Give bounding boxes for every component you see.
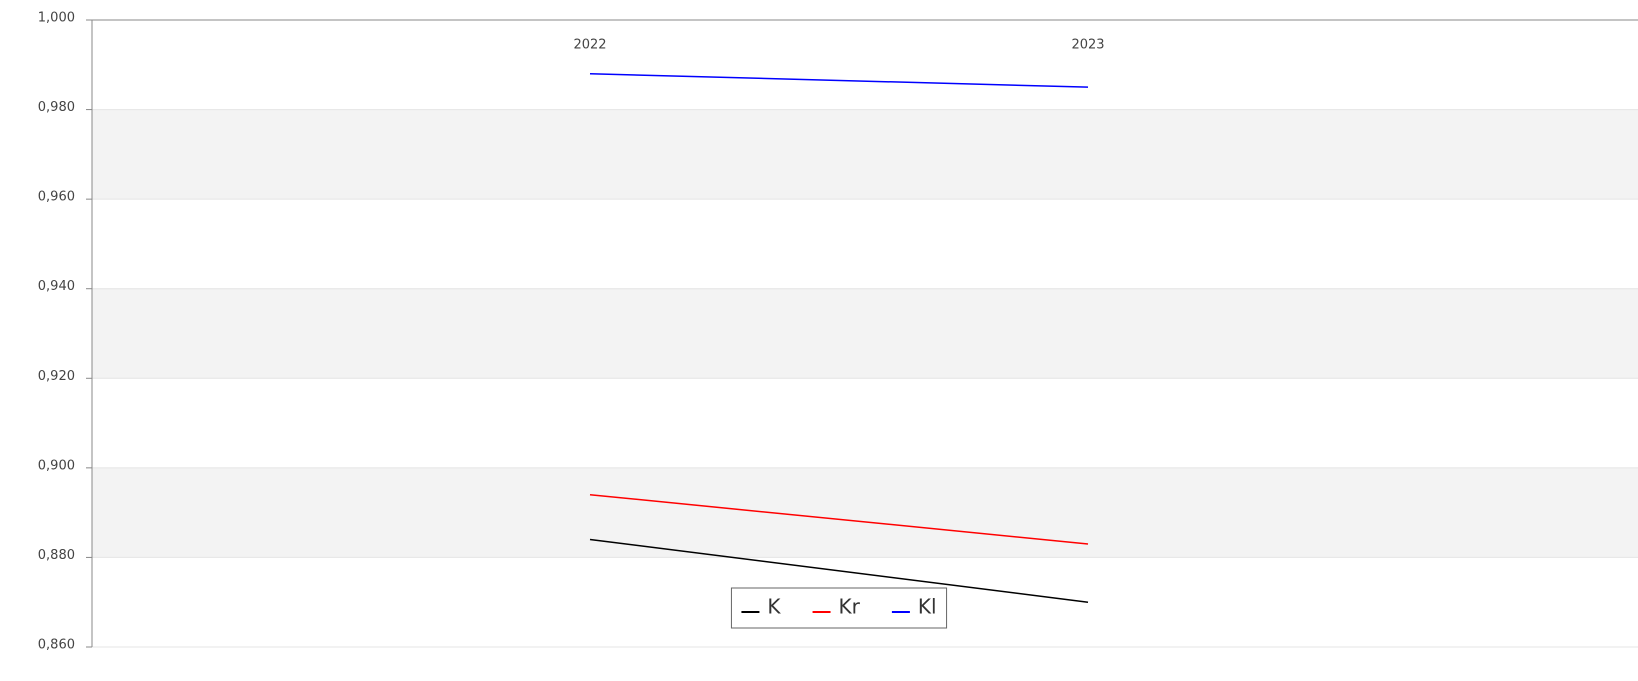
y-tick-label: 1,000	[38, 11, 75, 26]
series-line	[589, 493, 1089, 545]
y-tick-label: 0,980	[38, 100, 75, 115]
series-line	[589, 72, 1089, 88]
y-tick-label: 0,940	[38, 279, 75, 294]
y-tick-label: 0,880	[38, 548, 75, 563]
x-tick-label: 2023	[1071, 38, 1104, 53]
lines	[589, 72, 1089, 603]
bands	[92, 109, 1638, 558]
grid	[86, 19, 1638, 648]
x-tick-label: 2022	[573, 38, 606, 53]
legend: K Kr Kl	[730, 587, 948, 629]
y-tick-label: 0,860	[38, 638, 75, 653]
band	[92, 467, 1638, 558]
y-tick-label: 0,920	[38, 369, 75, 384]
band	[92, 109, 1638, 200]
legend-label: Kl	[918, 595, 937, 619]
legend-label: Kr	[839, 595, 861, 619]
series-line	[589, 538, 1089, 603]
y-tick-label: 0,960	[38, 190, 75, 205]
labels: 0,860 0,880 0,900 0,920 0,940 0,960 0,980 1,000…	[38, 11, 1105, 653]
legend-label: K	[767, 595, 781, 619]
band	[92, 288, 1638, 379]
y-tick-label: 0,900	[38, 458, 75, 473]
legend-box	[730, 587, 948, 629]
